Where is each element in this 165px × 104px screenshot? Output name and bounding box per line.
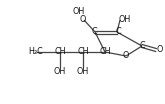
Text: OH: OH <box>119 15 131 25</box>
Text: O: O <box>123 51 129 61</box>
Text: C: C <box>139 41 145 51</box>
Text: OH: OH <box>73 6 85 15</box>
Text: OH: OH <box>77 67 89 77</box>
Text: CH: CH <box>99 48 111 56</box>
Text: H₂C: H₂C <box>29 48 43 56</box>
Text: C: C <box>115 27 121 37</box>
Text: CH: CH <box>54 48 66 56</box>
Text: O: O <box>80 15 86 25</box>
Text: CH: CH <box>77 48 89 56</box>
Text: O: O <box>157 46 163 54</box>
Text: C: C <box>91 27 97 37</box>
Text: OH: OH <box>54 67 66 77</box>
